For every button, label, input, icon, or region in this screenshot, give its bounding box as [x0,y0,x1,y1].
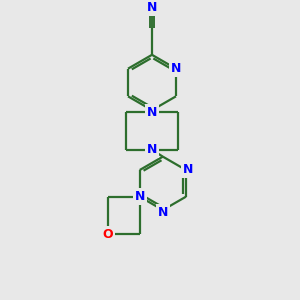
Text: N: N [171,62,181,75]
Text: N: N [147,143,157,156]
Text: N: N [147,106,157,119]
Text: N: N [183,164,193,176]
Text: O: O [103,228,113,241]
Text: N: N [147,1,157,14]
Text: N: N [134,190,145,203]
Text: N: N [158,206,168,218]
